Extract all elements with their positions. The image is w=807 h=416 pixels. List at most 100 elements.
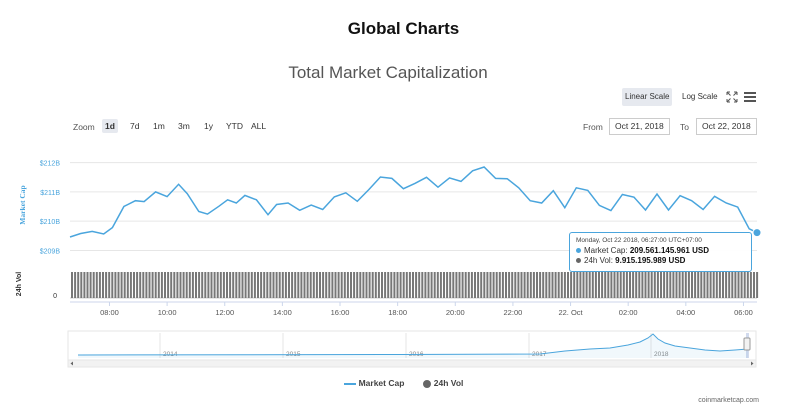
volume-bar: [151, 272, 154, 298]
volume-bar: [226, 272, 228, 298]
legend-market-cap[interactable]: Market Cap: [343, 378, 404, 388]
tooltip-market-cap-label: Market Cap:: [584, 246, 628, 255]
volume-bar: [446, 272, 449, 298]
volume-bar: [436, 272, 439, 298]
volume-bar: [613, 272, 616, 298]
volume-bar: [464, 272, 467, 298]
scroll-right-icon: [751, 361, 754, 366]
volume-bar: [253, 272, 256, 298]
volume-bar: [542, 272, 545, 298]
volume-bar: [467, 272, 470, 298]
volume-bar: [523, 272, 526, 298]
zoom-7d-button[interactable]: 7d: [130, 121, 140, 131]
volume-bar: [374, 272, 377, 298]
volume-bar: [291, 272, 294, 298]
volume-bar: [402, 272, 405, 298]
volume-bar: [179, 272, 182, 298]
zoom-ytd-button[interactable]: YTD: [226, 121, 243, 131]
volume-bar: [470, 272, 473, 298]
scrollbar-track: [67, 359, 757, 368]
credit-text: coinmarketcap.com: [698, 397, 759, 404]
volume-bar: [601, 272, 604, 298]
volume-bar: [489, 272, 492, 298]
volume-bar: [660, 272, 662, 298]
volume-bar: [433, 272, 436, 298]
volume-bar: [272, 272, 275, 298]
volume-bar: [238, 272, 241, 298]
legend-vol[interactable]: 24h Vol: [422, 378, 463, 388]
menu-icon[interactable]: [744, 91, 756, 103]
volume-bar: [111, 272, 114, 298]
volume-bar: [167, 272, 170, 298]
tooltip: Monday, Oct 22 2018, 06:27:00 UTC+07:00 …: [569, 232, 752, 272]
x-tick-label: 04:00: [676, 308, 695, 317]
volume-bar: [511, 272, 514, 298]
volume-bar: [284, 272, 287, 298]
volume-bar: [718, 272, 721, 298]
volume-bar: [105, 272, 108, 298]
volume-bar: [142, 272, 145, 298]
volume-bar: [505, 272, 507, 298]
volume-bar: [288, 272, 290, 298]
x-tick-label: 20:00: [446, 308, 465, 317]
to-date-input[interactable]: Oct 22, 2018: [696, 118, 757, 135]
volume-bar: [71, 272, 73, 298]
zoom-1y-button[interactable]: 1y: [204, 121, 213, 131]
volume-bar: [579, 272, 582, 298]
zoom-3m-button[interactable]: 3m: [178, 121, 190, 131]
market-cap-line: [69, 166, 758, 238]
zoom-1m-button[interactable]: 1m: [153, 121, 165, 131]
x-tick-label: 02:00: [619, 308, 638, 317]
from-date-input[interactable]: Oct 21, 2018: [609, 118, 670, 135]
volume-bar: [123, 272, 126, 298]
x-tick-label: 10:00: [158, 308, 177, 317]
to-label: To: [680, 122, 689, 132]
volume-bar: [309, 272, 312, 298]
volume-bar: [133, 272, 135, 298]
tooltip-vol-value: 9.915.195.989 USD: [615, 256, 686, 265]
volume-bar: [368, 272, 371, 298]
market-cap-dot-icon: [576, 248, 581, 254]
volume-bar: [328, 272, 331, 298]
volume-bar: [396, 272, 399, 298]
volume-bar: [669, 272, 672, 298]
volume-bar: [278, 272, 281, 298]
volume-bar: [381, 272, 383, 298]
log-scale-button[interactable]: Log Scale: [682, 92, 718, 101]
volume-bar: [148, 272, 151, 298]
tooltip-header: Monday, Oct 22 2018, 06:27:00 UTC+07:00: [576, 237, 702, 244]
volume-bar: [743, 272, 746, 298]
volume-bar: [353, 272, 356, 298]
volume-bar: [173, 272, 176, 298]
volume-bar: [570, 272, 573, 298]
volume-bar: [204, 272, 207, 298]
zoom-1d-button[interactable]: 1d: [102, 119, 118, 133]
volume-bar: [281, 272, 284, 298]
fullscreen-icon[interactable]: [726, 91, 738, 103]
volume-bar: [263, 272, 266, 298]
volume-bar: [647, 272, 650, 298]
volume-bar: [377, 272, 380, 298]
volume-bar: [219, 272, 222, 298]
volume-bar: [408, 272, 411, 298]
volume-bar: [715, 272, 718, 298]
volume-bar: [387, 272, 390, 298]
volume-bar: [520, 272, 523, 298]
volume-bar: [731, 272, 734, 298]
volume-bar: [164, 272, 166, 298]
volume-bar: [350, 272, 352, 298]
volume-bar: [722, 272, 724, 298]
volume-bar: [312, 272, 315, 298]
volume-bar: [83, 272, 86, 298]
volume-bar: [415, 272, 418, 298]
volume-bar: [740, 272, 743, 298]
volume-bar: [362, 272, 365, 298]
linear-scale-button[interactable]: Linear Scale: [622, 88, 673, 106]
x-tick-label: 16:00: [331, 308, 350, 317]
volume-bar: [250, 272, 253, 298]
volume-bar: [108, 272, 111, 298]
volume-bar: [539, 272, 542, 298]
volume-bar: [734, 272, 737, 298]
volume-bar: [663, 272, 666, 298]
zoom-all-button[interactable]: ALL: [251, 121, 267, 131]
